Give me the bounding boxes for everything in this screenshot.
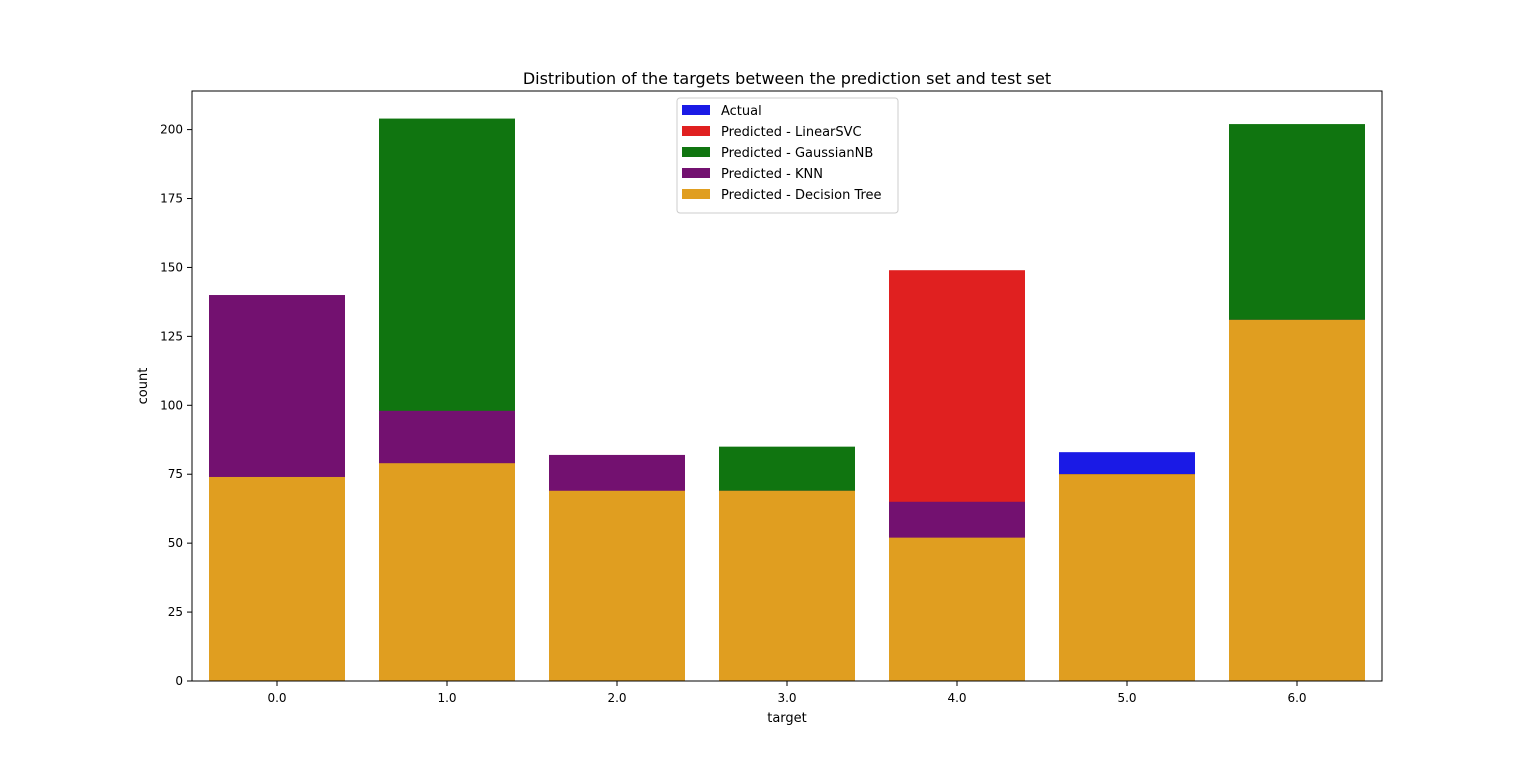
legend-swatch bbox=[682, 147, 710, 157]
y-tick-label: 50 bbox=[168, 536, 183, 550]
legend-label: Predicted - LinearSVC bbox=[721, 125, 862, 140]
bar-series4-cat5 bbox=[1059, 474, 1195, 681]
x-tick-label: 2.0 bbox=[607, 691, 626, 705]
legend-frame bbox=[676, 97, 899, 214]
bars bbox=[209, 118, 1365, 681]
bar-series4-cat6 bbox=[1229, 319, 1365, 681]
y-tick-label: 0 bbox=[175, 674, 183, 688]
y-tick-label: 75 bbox=[168, 467, 183, 481]
legend-swatch bbox=[682, 105, 710, 115]
x-tick-label: 1.0 bbox=[437, 691, 456, 705]
x-axis-label: target bbox=[767, 711, 807, 726]
bar-series4-cat2 bbox=[549, 490, 685, 681]
bar-series4-cat4 bbox=[889, 537, 1025, 681]
x-tick-label: 5.0 bbox=[1117, 691, 1136, 705]
chart-title: Distribution of the targets between the … bbox=[523, 69, 1051, 88]
x-tick-label: 0.0 bbox=[267, 691, 286, 705]
legend-label: Predicted - Decision Tree bbox=[721, 188, 882, 203]
y-tick-label: 100 bbox=[160, 398, 183, 412]
x-tick-label: 4.0 bbox=[947, 691, 966, 705]
y-axis-ticks: 0 25 50 75 100 125 150 175 200 bbox=[160, 123, 192, 688]
y-tick-label: 25 bbox=[168, 605, 183, 619]
legend-swatch bbox=[682, 126, 710, 136]
x-axis-ticks: 0.0 1.0 2.0 3.0 4.0 5.0 6.0 bbox=[267, 681, 1307, 705]
x-tick-label: 3.0 bbox=[777, 691, 796, 705]
x-tick-label: 6.0 bbox=[1287, 691, 1306, 705]
legend-label: Actual bbox=[721, 104, 762, 119]
legend-label: Predicted - KNN bbox=[721, 167, 823, 182]
y-tick-label: 125 bbox=[160, 329, 183, 343]
bar-series4-cat3 bbox=[719, 490, 855, 681]
bar-series4-cat1 bbox=[379, 463, 515, 681]
legend: Actual Predicted - LinearSVC Predicted - G… bbox=[676, 97, 899, 214]
y-tick-label: 200 bbox=[160, 123, 183, 137]
y-axis-label: count bbox=[136, 368, 151, 405]
y-tick-label: 175 bbox=[160, 192, 183, 206]
legend-label: Predicted - GaussianNB bbox=[721, 146, 873, 161]
legend-swatch bbox=[682, 168, 710, 178]
bar-series4-cat0 bbox=[209, 476, 345, 681]
legend-swatch bbox=[682, 189, 710, 199]
y-tick-label: 150 bbox=[160, 260, 183, 274]
